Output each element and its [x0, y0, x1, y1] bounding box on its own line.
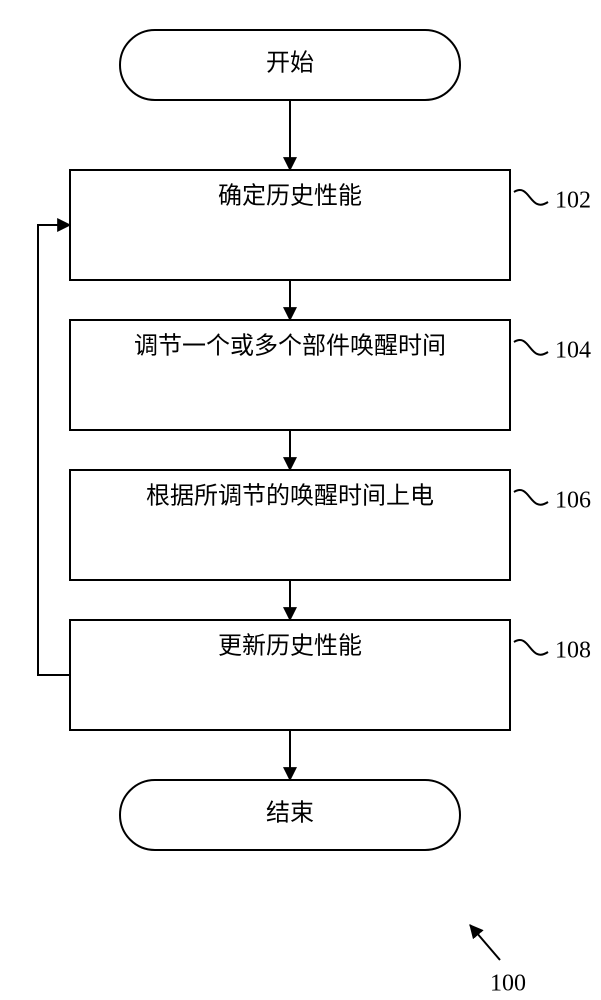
step-label-108: 108	[555, 638, 591, 664]
figure-ref-arrow	[470, 925, 500, 960]
label-connector-102	[514, 190, 548, 205]
start-terminator-label: 开始	[266, 50, 314, 77]
flowchart-diagram: 开始结束 确定历史性能 102 调节一个或多个部件唤醒时间 104 根据所调节的唤醒时间上…	[0, 0, 601, 1000]
label-connector-108	[514, 640, 548, 655]
process-text-102: 确定历史性能	[218, 183, 362, 210]
figure-ref-label: 100	[490, 971, 526, 997]
end-terminator-label: 结束	[266, 800, 314, 827]
label-connector-104	[514, 340, 548, 355]
step-label-102: 102	[555, 188, 591, 214]
feedback-arrow	[38, 225, 70, 675]
process-text-104: 调节一个或多个部件唤醒时间	[134, 333, 446, 360]
process-text-108: 更新历史性能	[218, 633, 362, 660]
process-text-106: 根据所调节的唤醒时间上电	[146, 483, 434, 510]
step-label-106: 106	[555, 488, 591, 514]
label-connector-106	[514, 490, 548, 505]
step-label-104: 104	[555, 338, 591, 364]
